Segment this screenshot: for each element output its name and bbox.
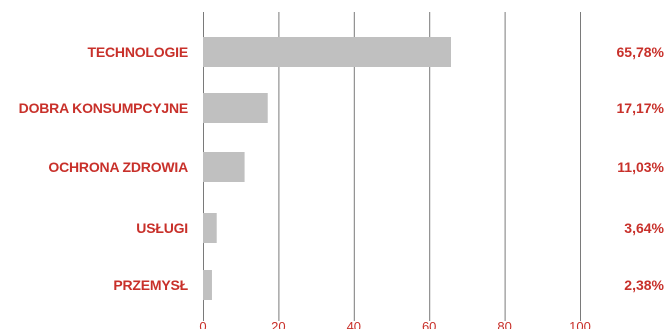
bar-2 [203,152,245,182]
category-label: TECHNOLOGIE [88,44,188,60]
category-label: USŁUGI [136,220,188,236]
x-tick-label: 80 [497,319,511,329]
value-label: 3,64% [624,220,664,236]
x-axis-ticks: 0 20 40 60 80 100 [199,319,590,329]
x-tick-label: 60 [422,319,436,329]
x-tick-label: 100 [569,319,591,329]
bars [203,37,451,300]
bar-1 [203,93,268,123]
x-tick-label: 20 [271,319,285,329]
value-labels: 65,78% 17,17% 11,03% 3,64% 2,38% [617,44,665,293]
value-label: 17,17% [617,100,665,116]
category-label: OCHRONA ZDROWIA [48,159,188,175]
bar-3 [203,213,217,243]
x-tick-label: 40 [347,319,361,329]
bar-0 [203,37,451,67]
value-label: 65,78% [617,44,665,60]
x-tick-label: 0 [199,319,206,329]
category-label: PRZEMYSŁ [113,277,188,293]
value-label: 2,38% [624,277,664,293]
category-label: DOBRA KONSUMPCYJNE [19,100,188,116]
value-label: 11,03% [617,159,664,175]
category-labels: TECHNOLOGIE DOBRA KONSUMPCYJNE OCHRONA ZDR… [19,44,189,293]
bar-4 [203,270,212,300]
